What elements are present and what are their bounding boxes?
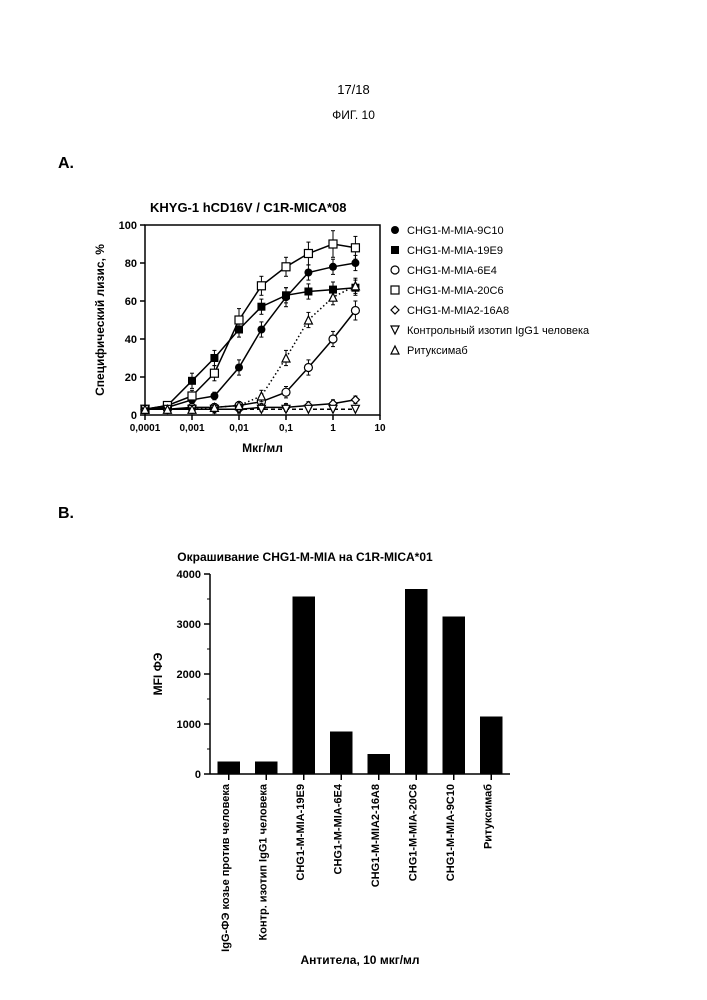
panel-b-letter: B. — [58, 505, 74, 523]
chart-b-container: Окрашивание CHG1-M-MIA на C1R-MICA*01 0 1… — [140, 550, 560, 980]
svg-text:0,0001: 0,0001 — [130, 423, 161, 434]
chart-a-title: KHYG-1 hCD16V / C1R-MICA*08 — [90, 200, 630, 215]
svg-text:100: 100 — [119, 220, 137, 232]
svg-text:2000: 2000 — [177, 669, 201, 681]
chart-a-svg: 0 20 40 60 80 100 0,0001 0,001 0,01 0,1 1 10 Мкг/мл С… — [90, 215, 630, 455]
svg-text:0,1: 0,1 — [279, 423, 293, 434]
svg-text:20: 20 — [125, 372, 137, 384]
chart-b-svg: 0 1000 2000 3000 4000 IgG-ФЭ козье против чел… — [140, 564, 560, 974]
svg-text:CHG1-M-MIA-20C6: CHG1-M-MIA-20C6 — [407, 784, 419, 881]
svg-text:Ритуксимаб: Ритуксимаб — [407, 345, 468, 357]
svg-text:10: 10 — [374, 423, 386, 434]
svg-text:CHG1-M-MIA2-16A8: CHG1-M-MIA2-16A8 — [407, 305, 509, 317]
svg-text:80: 80 — [125, 258, 137, 270]
svg-text:40: 40 — [125, 334, 137, 346]
svg-text:0: 0 — [131, 410, 137, 422]
svg-text:CHG1-M-MIA-6E4: CHG1-M-MIA-6E4 — [407, 265, 497, 277]
svg-text:CHG1-M-MIA2-16A8: CHG1-M-MIA2-16A8 — [370, 784, 382, 887]
svg-text:0,001: 0,001 — [179, 423, 204, 434]
svg-text:3000: 3000 — [177, 619, 201, 631]
svg-text:4000: 4000 — [177, 569, 201, 581]
figure-label: ФИГ. 10 — [0, 108, 707, 122]
svg-text:CHG1-M-MIA-9C10: CHG1-M-MIA-9C10 — [445, 784, 457, 881]
svg-text:Контр. изотип IgG1 человека: Контр. изотип IgG1 человека — [257, 783, 269, 940]
panel-a-letter: A. — [58, 155, 74, 173]
svg-text:CHG1-M-MIA-6E4: CHG1-M-MIA-6E4 — [332, 783, 344, 874]
svg-text:Ритуксимаб: Ритуксимаб — [482, 784, 494, 849]
svg-text:CHG1-M-MIA-20C6: CHG1-M-MIA-20C6 — [407, 285, 504, 297]
svg-text:1000: 1000 — [177, 719, 201, 731]
svg-text:1: 1 — [330, 423, 336, 434]
svg-text:MFI ФЭ: MFI ФЭ — [151, 652, 165, 695]
svg-text:Антитела, 10 мкг/мл: Антитела, 10 мкг/мл — [300, 953, 419, 967]
svg-text:IgG-ФЭ козье против человека: IgG-ФЭ козье против человека — [220, 783, 232, 952]
svg-text:0,01: 0,01 — [229, 423, 249, 434]
chart-b-title: Окрашивание CHG1-M-MIA на C1R-MICA*01 — [140, 550, 470, 564]
svg-text:CHG1-M-MIA-19E9: CHG1-M-MIA-19E9 — [295, 784, 307, 881]
svg-text:CHG1-M-MIA-9C10: CHG1-M-MIA-9C10 — [407, 225, 504, 237]
chart-a-container: KHYG-1 hCD16V / C1R-MICA*08 020406080100… — [90, 200, 630, 480]
svg-text:CHG1-M-MIA-19E9: CHG1-M-MIA-19E9 — [407, 245, 503, 257]
page: 17/18 ФИГ. 10 A. B. KHYG-1 hCD16V / C1R-… — [0, 0, 707, 1000]
svg-text:60: 60 — [125, 296, 137, 308]
svg-text:Специфический лизис, %: Специфический лизис, % — [93, 244, 107, 396]
page-number: 17/18 — [0, 82, 707, 97]
svg-text:Контрольный изотип IgG1 челове: Контрольный изотип IgG1 человека — [407, 325, 590, 337]
svg-text:Мкг/мл: Мкг/мл — [242, 441, 283, 455]
svg-text:0: 0 — [195, 769, 201, 781]
